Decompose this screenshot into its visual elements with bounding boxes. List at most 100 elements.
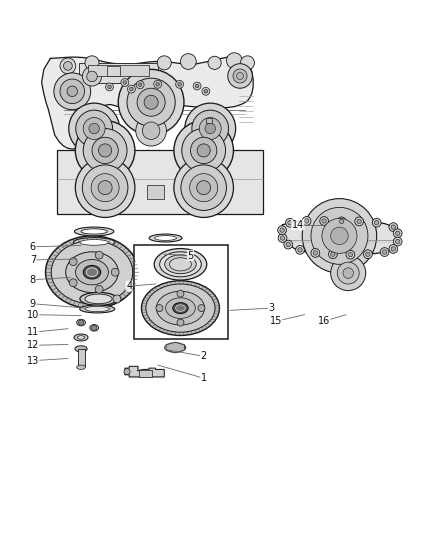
Circle shape [391, 247, 396, 251]
Circle shape [199, 118, 221, 140]
Circle shape [197, 181, 211, 195]
Circle shape [95, 251, 103, 259]
Ellipse shape [141, 281, 219, 335]
Ellipse shape [149, 234, 182, 242]
Circle shape [60, 58, 76, 74]
Circle shape [198, 304, 205, 312]
Circle shape [393, 237, 402, 246]
Circle shape [302, 199, 377, 273]
Circle shape [192, 110, 229, 147]
Circle shape [124, 368, 130, 375]
Ellipse shape [74, 334, 88, 341]
Polygon shape [42, 57, 253, 149]
Circle shape [382, 250, 387, 254]
Circle shape [99, 144, 112, 157]
Circle shape [302, 216, 311, 225]
Circle shape [78, 320, 84, 325]
Ellipse shape [86, 268, 98, 277]
Circle shape [154, 80, 162, 88]
Circle shape [328, 250, 337, 259]
Polygon shape [281, 221, 399, 255]
Circle shape [355, 217, 364, 226]
Circle shape [237, 72, 244, 79]
Circle shape [322, 219, 357, 253]
Circle shape [304, 219, 309, 223]
Circle shape [374, 221, 379, 225]
Ellipse shape [77, 319, 85, 326]
Circle shape [75, 158, 135, 217]
Ellipse shape [51, 240, 133, 304]
Text: 12: 12 [27, 341, 39, 350]
Ellipse shape [80, 239, 109, 245]
Circle shape [180, 54, 196, 69]
Circle shape [208, 56, 221, 69]
Circle shape [286, 243, 290, 247]
Circle shape [69, 103, 120, 154]
Circle shape [339, 219, 344, 223]
Circle shape [54, 73, 91, 110]
Polygon shape [125, 366, 164, 377]
Circle shape [313, 251, 318, 255]
Circle shape [278, 233, 287, 243]
Circle shape [346, 251, 355, 259]
Circle shape [60, 79, 85, 103]
Circle shape [76, 110, 113, 147]
Ellipse shape [159, 252, 201, 277]
Ellipse shape [170, 258, 191, 271]
Circle shape [191, 138, 217, 164]
Bar [78, 349, 85, 366]
Circle shape [337, 217, 346, 226]
Circle shape [92, 325, 97, 330]
Text: 14: 14 [292, 220, 304, 230]
Circle shape [284, 240, 293, 249]
Circle shape [75, 120, 135, 180]
Bar [79, 63, 158, 83]
Circle shape [142, 122, 160, 140]
Circle shape [82, 165, 128, 211]
Circle shape [226, 53, 242, 69]
Circle shape [69, 257, 77, 265]
Circle shape [127, 85, 135, 93]
Text: 3: 3 [268, 303, 275, 313]
Circle shape [185, 103, 236, 154]
Circle shape [108, 85, 111, 88]
Circle shape [177, 290, 184, 297]
Circle shape [348, 253, 353, 257]
Circle shape [205, 123, 215, 134]
Circle shape [357, 219, 361, 223]
Bar [57, 150, 263, 214]
Ellipse shape [80, 305, 115, 313]
Circle shape [118, 69, 184, 135]
Circle shape [391, 225, 396, 229]
Circle shape [85, 56, 99, 70]
Circle shape [337, 262, 359, 284]
Circle shape [83, 128, 127, 172]
Ellipse shape [74, 238, 115, 247]
Bar [107, 66, 120, 76]
Circle shape [372, 219, 381, 227]
Circle shape [389, 245, 398, 253]
Bar [206, 118, 212, 123]
Circle shape [204, 90, 208, 93]
Circle shape [176, 80, 184, 88]
Text: 11: 11 [27, 327, 39, 337]
Text: 10: 10 [27, 310, 39, 320]
Ellipse shape [90, 325, 99, 331]
Ellipse shape [75, 346, 87, 352]
Ellipse shape [173, 303, 188, 313]
Circle shape [322, 219, 326, 223]
Ellipse shape [75, 260, 108, 285]
Bar [147, 185, 164, 199]
Ellipse shape [155, 236, 177, 240]
Circle shape [197, 144, 210, 157]
Text: 6: 6 [30, 242, 36, 252]
Circle shape [67, 86, 78, 96]
Circle shape [95, 285, 103, 293]
Circle shape [396, 231, 400, 236]
Circle shape [83, 118, 105, 140]
Circle shape [98, 181, 112, 195]
Circle shape [87, 71, 97, 82]
Circle shape [278, 226, 286, 235]
Ellipse shape [176, 305, 185, 311]
Bar [134, 245, 228, 339]
